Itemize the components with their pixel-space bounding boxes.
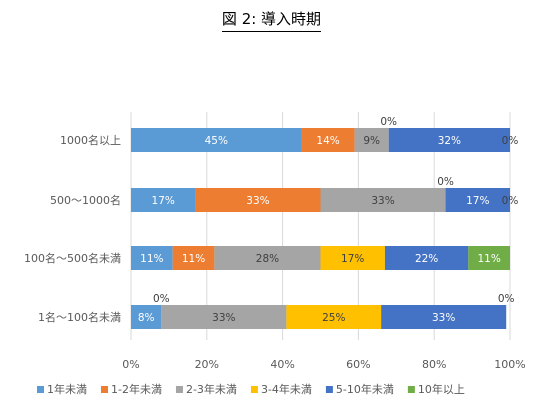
data-label: 33% (371, 195, 394, 207)
x-tick-label: 80% (422, 358, 446, 371)
bar-segment (320, 246, 385, 270)
data-label: 0% (380, 116, 397, 128)
bar-segment (172, 246, 215, 270)
data-label: 11% (477, 253, 500, 265)
legend-label: 2-3年未満 (186, 382, 237, 396)
bar-segment (354, 128, 389, 152)
category-label: 100名〜500名未満 (24, 251, 121, 265)
data-label: 17% (152, 195, 175, 207)
data-label: 0% (498, 293, 515, 305)
data-label: 22% (415, 253, 438, 265)
bar-segment (214, 246, 321, 270)
bar-segment (131, 305, 162, 329)
data-label: 33% (246, 195, 269, 207)
data-label: 17% (341, 253, 364, 265)
bar-segment (384, 246, 469, 270)
bar-segment (286, 305, 382, 329)
data-label: 9% (363, 135, 380, 147)
x-tick-label: 0% (122, 358, 139, 371)
legend-label: 3-4年未満 (261, 382, 312, 396)
bar-segment (445, 188, 510, 212)
data-label: 33% (432, 312, 455, 324)
category-label: 1名〜100名未満 (38, 310, 121, 324)
bar-segment (131, 188, 196, 212)
bar-segment (131, 246, 173, 270)
legend-swatch (37, 386, 44, 393)
legend-swatch (250, 386, 258, 393)
data-label: 0% (153, 293, 170, 305)
x-tick-label: 40% (270, 358, 294, 371)
bar-segment (195, 188, 321, 212)
data-label: 45% (205, 135, 228, 147)
bar-segment (381, 305, 507, 329)
data-label: 32% (438, 135, 461, 147)
x-tick-label: 60% (346, 358, 370, 371)
data-label: 25% (322, 312, 345, 324)
data-label: 17% (466, 195, 489, 207)
category-label: 1000名以上 (60, 133, 121, 147)
bar-segment (388, 128, 510, 152)
data-label: 8% (138, 312, 155, 324)
x-tick-label: 100% (494, 358, 525, 371)
legend-label: 5-10年未満 (336, 382, 394, 396)
legend-swatch (101, 386, 108, 393)
data-label: 0% (502, 135, 519, 147)
data-label: 0% (502, 195, 519, 207)
x-tick-label: 20% (195, 358, 219, 371)
legend-swatch (325, 386, 333, 393)
bar-segment (320, 188, 446, 212)
bar-segment (468, 246, 510, 270)
bar-segment (131, 128, 302, 152)
category-label: 500〜1000名 (50, 193, 121, 207)
chart-title-text: 図 2: 導入時期 (221, 10, 322, 32)
data-label: 14% (316, 135, 339, 147)
bar-segment (161, 305, 287, 329)
bar-segment (301, 128, 355, 152)
chart-title: 図 2: 導入時期 (0, 8, 543, 32)
legend-swatch (175, 386, 183, 393)
data-label: 28% (256, 253, 279, 265)
data-label: 0% (437, 176, 454, 188)
legend-swatch (407, 386, 415, 393)
legend-label: 1年未満 (47, 382, 87, 396)
data-label: 11% (140, 253, 163, 265)
data-label: 33% (212, 312, 235, 324)
data-label: 11% (182, 253, 205, 265)
legend-label: 10年以上 (418, 382, 465, 396)
legend-label: 1-2年未満 (111, 382, 162, 396)
